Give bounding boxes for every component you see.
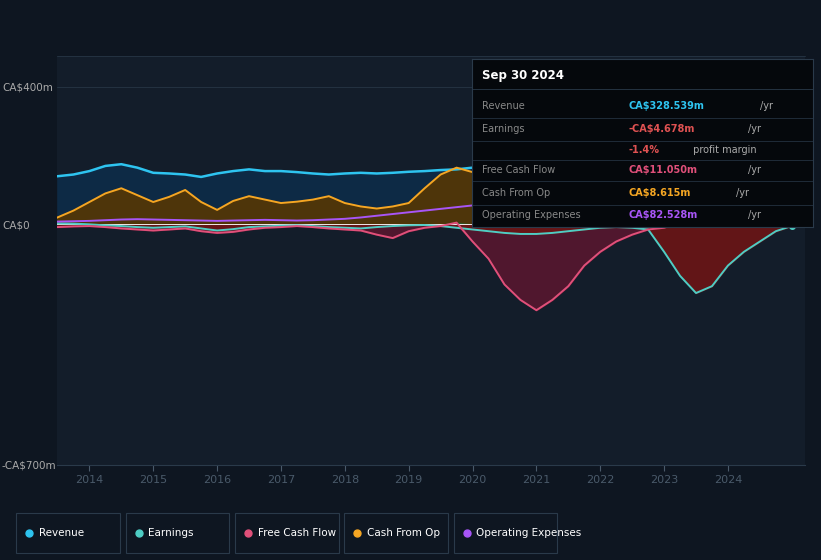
Text: CA$8.615m: CA$8.615m [629,188,691,198]
Text: /yr: /yr [736,188,750,198]
Text: Revenue: Revenue [39,529,84,538]
Text: Free Cash Flow: Free Cash Flow [482,165,556,175]
Text: Operating Expenses: Operating Expenses [476,529,581,538]
Text: /yr: /yr [748,165,761,175]
Text: Earnings: Earnings [482,124,525,134]
Text: -1.4%: -1.4% [629,144,660,155]
Bar [16,514,120,553]
Text: /yr: /yr [748,124,761,134]
Text: Earnings: Earnings [149,529,194,538]
Text: Operating Expenses: Operating Expenses [482,210,581,220]
Text: CA$11.050m: CA$11.050m [629,165,698,175]
Bar [454,514,557,553]
Text: /yr: /yr [759,101,773,111]
Bar [345,514,448,553]
Text: Cash From Op: Cash From Op [367,529,440,538]
Text: profit margin: profit margin [690,144,757,155]
Text: Revenue: Revenue [482,101,525,111]
Text: -CA$4.678m: -CA$4.678m [629,124,695,134]
Bar [235,514,338,553]
Text: CA$82.528m: CA$82.528m [629,210,698,220]
Text: Cash From Op: Cash From Op [482,188,551,198]
Bar [126,514,229,553]
Text: /yr: /yr [748,210,761,220]
Text: Sep 30 2024: Sep 30 2024 [482,69,564,82]
Text: Free Cash Flow: Free Cash Flow [258,529,336,538]
Text: CA$328.539m: CA$328.539m [629,101,704,111]
